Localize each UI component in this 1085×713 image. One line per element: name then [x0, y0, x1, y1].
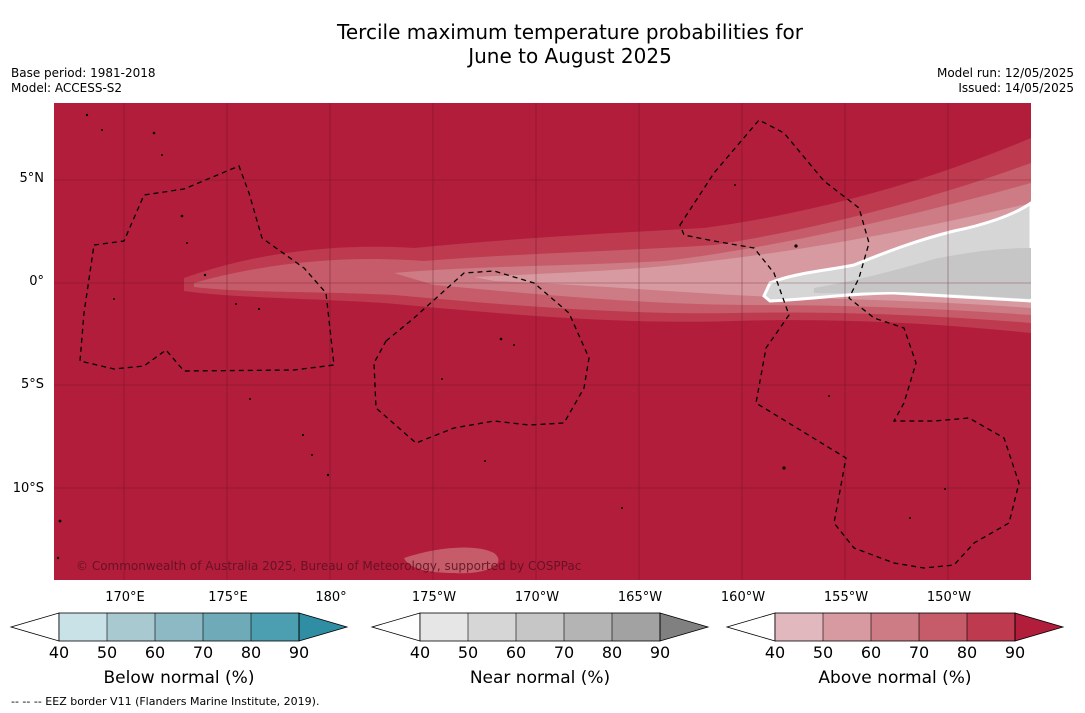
colorbar-below: [9, 612, 349, 642]
lat-label-10s: 10°S: [12, 481, 44, 496]
below-tick-60: 60: [144, 643, 166, 662]
lon-label-150w: 150°W: [926, 590, 972, 605]
colorbars-svg: [9, 612, 1065, 642]
eez-footnote: -- -- -- EEZ border V11 (Flanders Marine…: [11, 695, 320, 708]
above-70-patch: [404, 547, 499, 574]
near-tick-70: 70: [553, 643, 575, 662]
near-normal-label: Near normal (%): [469, 668, 611, 688]
near-tick-90: 90: [649, 643, 671, 662]
colorbar-near: [370, 612, 710, 642]
above-tick-70: 70: [908, 643, 930, 662]
near-tick-60: 60: [505, 643, 527, 662]
model-name: Model: ACCESS-S2: [11, 80, 123, 95]
eez-tokelau: [373, 270, 590, 444]
near-tick-40: 40: [409, 643, 431, 662]
chart-title: Tercile maximum temperature probabilitie…: [0, 20, 1085, 68]
lat-label-5s: 5°S: [20, 377, 44, 392]
lon-label-160w: 160°W: [720, 590, 766, 605]
below-normal-label: Below normal (%): [103, 668, 255, 688]
probability-map: [54, 103, 1031, 580]
lon-label-165w: 165°W: [617, 590, 663, 605]
lon-label-180: 180°: [315, 590, 347, 605]
near-50-region: [814, 248, 1031, 299]
above-tick-90: 90: [1004, 643, 1026, 662]
near-tick-80: 80: [601, 643, 623, 662]
meta-right: Model run: 12/05/2025 Issued: 14/05/2025: [937, 66, 1074, 95]
model-run: Model run: 12/05/2025: [936, 66, 1074, 80]
lon-label-175w: 175°W: [411, 590, 457, 605]
lon-label-170w: 170°W: [514, 590, 560, 605]
eez-borders: [79, 119, 1020, 569]
meta-left: Base period: 1981-2018 Model: ACCESS-S2: [11, 66, 156, 95]
lon-label-170e: 170°E: [105, 590, 145, 605]
below-tick-80: 80: [240, 643, 262, 662]
title-line-1: Tercile maximum temperature probabilitie…: [337, 20, 803, 44]
title-line-2: June to August 2025: [468, 44, 672, 68]
above-tick-50: 50: [812, 643, 834, 662]
above-tick-40: 40: [764, 643, 786, 662]
copyright-notice: © Commonwealth of Australia 2025, Bureau…: [76, 559, 582, 573]
graticule: [54, 103, 1031, 580]
above-90-region: [54, 103, 1031, 580]
near-tick-50: 50: [457, 643, 479, 662]
base-period: Base period: 1981-2018: [11, 66, 156, 80]
above-normal-label: Above normal (%): [818, 668, 972, 688]
below-tick-70: 70: [192, 643, 214, 662]
issued-date: Issued: 14/05/2025: [958, 80, 1074, 95]
below-tick-90: 90: [288, 643, 310, 662]
islands: [56, 113, 946, 560]
above-tick-80: 80: [956, 643, 978, 662]
colorbar-above: [725, 612, 1065, 642]
lat-label-0: 0°: [29, 274, 44, 289]
map-svg: [54, 103, 1031, 580]
eez-line-islands-north: [679, 119, 1020, 569]
lon-label-155w: 155°W: [823, 590, 869, 605]
below-tick-40: 40: [48, 643, 70, 662]
above-tick-60: 60: [860, 643, 882, 662]
below-tick-50: 50: [96, 643, 118, 662]
lon-label-175e: 175°E: [208, 590, 248, 605]
lat-label-5n: 5°N: [19, 171, 45, 186]
